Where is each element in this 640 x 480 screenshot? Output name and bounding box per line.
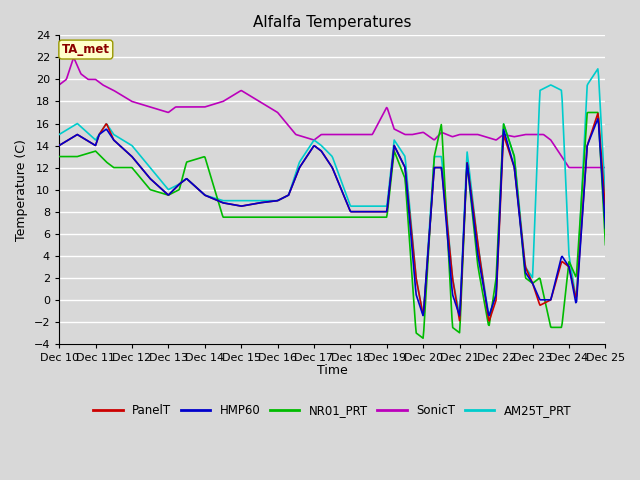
- Text: TA_met: TA_met: [62, 43, 110, 56]
- Legend: PanelT, HMP60, NR01_PRT, SonicT, AM25T_PRT: PanelT, HMP60, NR01_PRT, SonicT, AM25T_P…: [88, 399, 576, 421]
- Title: Alfalfa Temperatures: Alfalfa Temperatures: [253, 15, 412, 30]
- Y-axis label: Temperature (C): Temperature (C): [15, 139, 28, 240]
- X-axis label: Time: Time: [317, 364, 348, 377]
